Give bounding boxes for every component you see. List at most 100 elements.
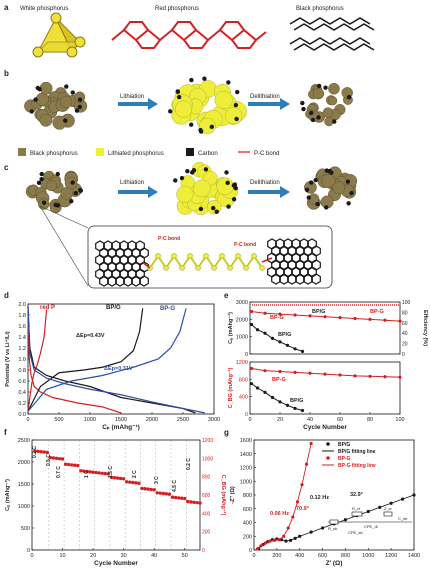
- rate-point: [45, 450, 49, 455]
- legend-swatch-carbon: [186, 148, 194, 156]
- particle: [312, 88, 325, 100]
- line-bpg: [251, 368, 401, 378]
- rate-label: 3 C: [154, 476, 160, 484]
- red-phosphorus-title: Red phosphorus: [155, 6, 199, 12]
- y-tick-label: 0: [27, 548, 30, 554]
- y-tick-label: 0: [249, 548, 252, 554]
- rate-point: [42, 450, 46, 454]
- point-bpg: [298, 534, 302, 538]
- carbon-dot: [63, 118, 68, 123]
- x-tick-label: 60: [337, 417, 343, 423]
- carbon-dot: [234, 116, 239, 122]
- plot-frame: [249, 301, 401, 355]
- phosphorus-atom: [179, 265, 185, 271]
- series-label-bpg: BP/G: [106, 305, 121, 311]
- rate-point: [143, 487, 147, 491]
- rate-point: [48, 455, 53, 460]
- x-tick-label: 0: [26, 417, 29, 423]
- carbon-dot: [73, 191, 78, 196]
- rate-point: [164, 492, 169, 496]
- rate-point: [112, 476, 117, 480]
- rate-label: 0.2 C: [32, 446, 38, 458]
- chart-d: 0 500 1000 1500 2000 2500 3000 0.0 0.2 0.4 0.6 0.8 1…: [4, 302, 220, 431]
- series-label-bp-g: BP-G: [160, 306, 175, 312]
- label-bottom-bp-g: BP-G: [272, 377, 286, 383]
- white-phosphorus-title: White phosphorus: [20, 6, 68, 12]
- carbon-dot: [306, 195, 311, 200]
- x-tick-label: 2500: [177, 417, 189, 423]
- delithiation-arrow: Delithiation: [248, 94, 290, 110]
- rate-point: [131, 480, 135, 485]
- pc-bond-left: [141, 261, 151, 269]
- phosphorus-atom: [251, 253, 257, 259]
- carbon-dot: [226, 204, 231, 209]
- rate-point: [118, 476, 123, 481]
- carbon-dot: [203, 167, 209, 172]
- phosphorus-atom: [203, 253, 209, 259]
- label-top-bpg: BP/G: [312, 309, 325, 315]
- point-bpg: [295, 500, 300, 504]
- rate-point: [106, 472, 111, 476]
- point-bpg: [263, 541, 268, 545]
- particle: [216, 177, 234, 195]
- label-bottom-bpg: BP/G: [290, 398, 303, 404]
- particle: [60, 187, 74, 200]
- y-tick-label: 2000: [236, 317, 248, 323]
- point-bpg: [304, 462, 309, 466]
- rate-point: [60, 457, 65, 461]
- particle: [39, 81, 53, 95]
- legend-swatch-lithiated: [96, 148, 104, 156]
- carbon-dot: [69, 198, 74, 204]
- y-axis-label-right: Efficiency (%): [422, 310, 428, 346]
- phosphorus-atom: [195, 265, 201, 271]
- rate-point: [70, 463, 74, 467]
- rate-point: [103, 471, 108, 476]
- rate-point: [140, 486, 144, 491]
- particle: [174, 100, 193, 118]
- rate-point: [134, 481, 138, 485]
- rate-point: [100, 471, 104, 475]
- rate-point: [82, 469, 86, 473]
- rate-label: 4.5 C: [172, 480, 178, 492]
- legend-pc-bond: P-C bond: [254, 151, 279, 157]
- y-tick-label: 3000: [236, 300, 248, 306]
- carbon-dot: [345, 179, 351, 184]
- x-tick-label: 400: [295, 553, 304, 559]
- point-bpg: [343, 518, 348, 522]
- particle: [214, 90, 233, 110]
- y-tick-label: 0.6: [18, 379, 26, 385]
- right-tick-label: 800: [202, 475, 211, 481]
- rate-point: [73, 463, 77, 467]
- y-tick-label: 400: [239, 395, 248, 401]
- phosphorus-atom: [219, 253, 225, 259]
- x-tick-label: 20: [277, 417, 283, 423]
- rate-label: 0.7 C: [56, 466, 62, 478]
- carbon-dot: [70, 90, 75, 95]
- panel-e-letter: e: [224, 291, 229, 300]
- carbon-dot: [235, 89, 240, 95]
- x-tick-label: 50: [182, 553, 188, 559]
- svg-text:Delithiation: Delithiation: [250, 180, 280, 186]
- pc-bond-label-right: P-C bond: [234, 242, 256, 248]
- carbon-dot: [189, 77, 194, 83]
- rate-point: [146, 487, 150, 491]
- carbon-dot: [231, 183, 237, 188]
- x-tick-label: 80: [367, 417, 373, 423]
- particle: [59, 95, 73, 109]
- pc-bond-label-left: P-C bond: [158, 236, 180, 242]
- carbon-dot: [300, 100, 305, 106]
- carbon-dot: [313, 177, 318, 183]
- lithiated-bp-carbon-cluster: [173, 162, 239, 215]
- point-bpg: [277, 538, 281, 542]
- rate-point: [137, 481, 141, 485]
- legend-entry: BP/G: [338, 442, 350, 448]
- y-tick-label: 0.4: [18, 390, 26, 396]
- rate-point: [36, 449, 40, 454]
- carbon-dot: [33, 97, 38, 102]
- warburg-zw: [383, 511, 393, 517]
- rate-point: [128, 480, 132, 484]
- rate-point: [124, 480, 129, 484]
- carbon-dot: [332, 119, 337, 124]
- rate-point: [91, 470, 95, 474]
